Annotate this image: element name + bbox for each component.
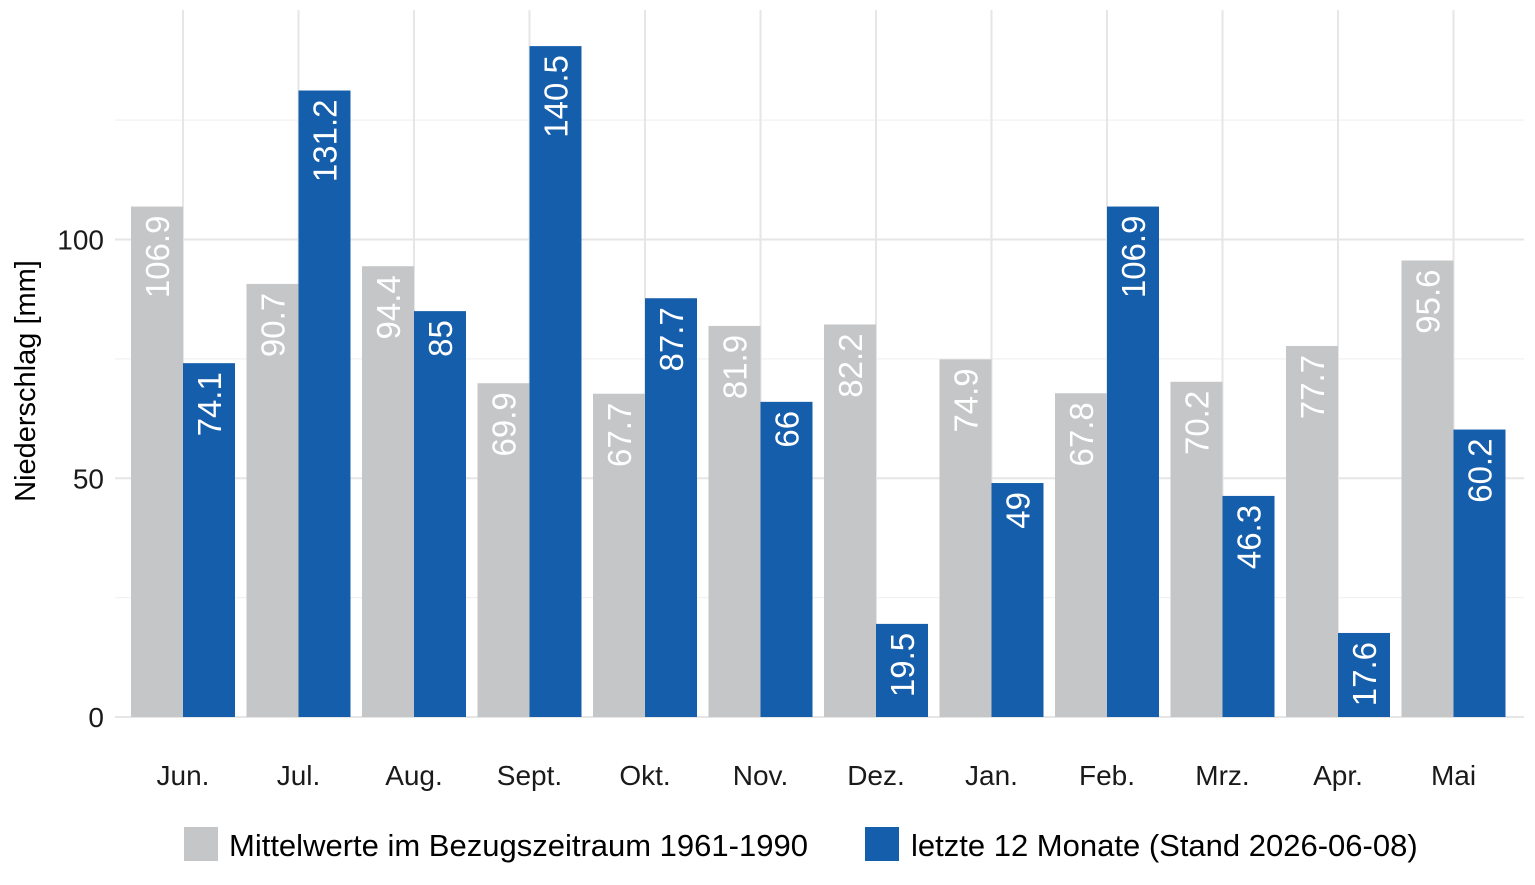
- y-tick-label: 50: [73, 463, 104, 494]
- y-axis-label: Niederschlag [mm]: [10, 260, 42, 502]
- bar-mittelwert: [1286, 345, 1338, 717]
- data-label: 67.7: [601, 403, 638, 467]
- data-label: 106.9: [1115, 216, 1152, 299]
- legend-swatch-letzte-12-monate: [865, 827, 899, 861]
- y-axis-ticks: 0 50 100: [57, 225, 104, 734]
- data-label: 87.7: [653, 307, 690, 371]
- bar-letzte-12-monate: [183, 363, 235, 717]
- x-axis-ticks: Jun. Jul. Aug. Sept. Okt. Nov. Dez. Jan. Feb. Mrz…: [157, 760, 1477, 791]
- bar-letzte-12-monate: [760, 401, 813, 717]
- bar-letzte-12-monate: [1338, 632, 1390, 717]
- data-label: 74.9: [948, 368, 985, 432]
- data-label: 46.3: [1231, 505, 1268, 569]
- bar-letzte-12-monate: [1107, 206, 1159, 718]
- data-label: 69.9: [486, 392, 523, 456]
- x-tick-label: Feb.: [1079, 760, 1135, 791]
- bar-letzte-12-monate: [1453, 429, 1506, 717]
- bar-mittelwert: [362, 266, 414, 717]
- data-label: 94.4: [370, 275, 407, 339]
- x-tick-label: Mai: [1431, 760, 1476, 791]
- x-tick-label: Okt.: [619, 760, 670, 791]
- data-label: 131.2: [307, 100, 344, 183]
- data-label: 19.5: [884, 633, 921, 697]
- x-tick-label: Jun.: [157, 760, 210, 791]
- bar-mittelwert: [824, 324, 876, 717]
- bar-mittelwert: [939, 359, 992, 717]
- y-tick-label: 100: [57, 225, 104, 256]
- bar-letzte-12-monate: [991, 483, 1044, 717]
- bar-mittelwert: [477, 383, 530, 717]
- bars: [131, 46, 1506, 718]
- data-label: 60.2: [1462, 439, 1499, 503]
- data-label: 66: [769, 411, 806, 448]
- x-tick-label: Dez.: [847, 760, 905, 791]
- data-label: 70.2: [1179, 391, 1216, 455]
- x-tick-label: Jan.: [965, 760, 1018, 791]
- x-tick-label: Nov.: [733, 760, 789, 791]
- x-tick-label: Sept.: [497, 760, 562, 791]
- data-label: 95.6: [1410, 270, 1447, 334]
- x-tick-label: Apr.: [1313, 760, 1363, 791]
- bar-mittelwert: [246, 283, 299, 717]
- bar-letzte-12-monate: [876, 623, 928, 717]
- data-label: 140.5: [538, 55, 575, 138]
- data-label: 85: [422, 320, 459, 357]
- data-label: 74.1: [191, 372, 228, 436]
- data-label: 81.9: [717, 335, 754, 399]
- bar-mittelwert: [1055, 393, 1107, 717]
- bar-mittelwert: [708, 325, 761, 717]
- bar-mittelwert: [1401, 260, 1454, 717]
- data-labels: 106.9 74.1 90.7 131.2 94.4 85 69.9 140.5 67.7 87.…: [139, 55, 1499, 706]
- data-label: 90.7: [255, 293, 292, 357]
- bar-letzte-12-monate: [1222, 495, 1275, 717]
- legend-label-letzte-12-monate: letzte 12 Monate (Stand 2026-06-08): [911, 828, 1418, 863]
- y-tick-label: 0: [88, 702, 104, 733]
- data-label: 49: [1000, 492, 1037, 529]
- legend-label-mittelwerte: Mittelwerte im Bezugszeitraum 1961-1990: [229, 828, 808, 863]
- legend-swatch-mittelwerte: [184, 827, 218, 861]
- data-label: 67.8: [1063, 402, 1100, 466]
- legend: Mittelwerte im Bezugszeitraum 1961-1990 …: [184, 827, 1418, 863]
- bar-letzte-12-monate: [414, 311, 466, 717]
- bar-letzte-12-monate: [298, 90, 351, 717]
- x-tick-label: Aug.: [385, 760, 443, 791]
- bar-mittelwert: [1170, 381, 1223, 717]
- data-label: 106.9: [139, 216, 176, 299]
- x-tick-label: Mrz.: [1195, 760, 1249, 791]
- bar-letzte-12-monate: [529, 46, 582, 718]
- bar-mittelwert: [131, 206, 183, 718]
- data-label: 82.2: [832, 333, 869, 397]
- x-tick-label: Jul.: [277, 760, 321, 791]
- bar-mittelwert: [593, 393, 645, 717]
- bar-letzte-12-monate: [645, 298, 697, 717]
- data-label: 77.7: [1294, 355, 1331, 419]
- data-label: 17.6: [1346, 642, 1383, 706]
